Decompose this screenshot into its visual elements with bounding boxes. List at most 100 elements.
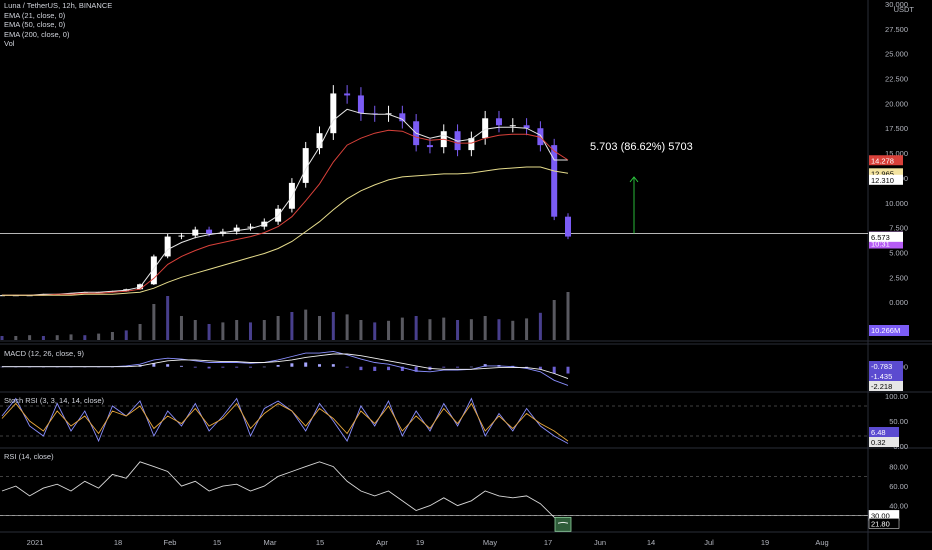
- volume-bar: [290, 312, 294, 340]
- volume-legend[interactable]: Vol: [4, 39, 15, 48]
- x-tick-label: 18: [114, 538, 122, 547]
- macd-histogram-bar: [359, 366, 363, 371]
- macd-histogram-bar: [525, 366, 529, 368]
- symbol-title[interactable]: Luna / TetherUS, 12h, BINANCE: [4, 1, 113, 10]
- volume-bar: [276, 316, 280, 340]
- rsi-tag-text: 30.00: [871, 511, 890, 520]
- ema-line-50: [2, 129, 569, 296]
- volume-bar: [359, 320, 363, 340]
- stoch-tag-text: 6.48: [871, 428, 886, 437]
- macd-histogram-bar: [262, 366, 266, 368]
- candle-body: [233, 227, 240, 232]
- ema200-legend[interactable]: EMA (200, close, 0): [4, 29, 70, 39]
- volume-bar: [55, 335, 59, 340]
- price-tag-text: 14.278: [871, 156, 894, 165]
- x-tick-label: May: [483, 538, 497, 547]
- volume-bar: [28, 335, 32, 340]
- macd-tag-text: -1.435: [871, 372, 892, 381]
- x-tick-label: 14: [647, 538, 655, 547]
- volume-bar: [248, 322, 252, 340]
- volume-bar: [525, 318, 529, 340]
- macd-histogram-bar: [235, 366, 239, 368]
- x-tick-label: 17: [544, 538, 552, 547]
- volume-bar: [442, 317, 446, 340]
- candle-body: [178, 235, 185, 237]
- candle-body: [357, 95, 364, 114]
- price-tick-label: 22.500: [885, 75, 908, 84]
- candle-body: [330, 93, 337, 134]
- macd-title[interactable]: MACD (12, 26, close, 9): [4, 349, 85, 358]
- macd-tag: [869, 381, 903, 391]
- macd-histogram-bar: [414, 366, 418, 372]
- price-tick-label: 15.000: [885, 149, 908, 158]
- volume-bar: [538, 312, 542, 340]
- macd-histogram-bar: [400, 366, 404, 371]
- candle-body: [551, 145, 558, 217]
- volume-bar: [469, 319, 473, 340]
- price-tag: [869, 238, 903, 249]
- price-tag-text: 6.573: [871, 233, 890, 242]
- price-tag-text: 12.310: [871, 176, 894, 185]
- volume-bar: [566, 292, 570, 340]
- macd-tag-text: -0.783: [871, 362, 892, 371]
- volume-tag: [869, 325, 909, 336]
- macd-histogram-bar: [442, 366, 446, 368]
- price-tag: [869, 168, 903, 179]
- candle-body: [468, 138, 475, 151]
- price-tick-label: 5.000: [889, 248, 908, 257]
- ema-line-200: [2, 166, 569, 296]
- volume-bar: [0, 336, 4, 340]
- price-tick-label: 27.500: [885, 25, 908, 34]
- macd-line-1: [2, 353, 569, 380]
- x-tick-label: 2021: [27, 538, 44, 547]
- x-tick-label: 19: [761, 538, 769, 547]
- price-tick-label: 0.000: [889, 298, 908, 307]
- macd-histogram-bar: [221, 366, 225, 368]
- stoch-line-1: [1, 402, 569, 442]
- volume-bar: [400, 317, 404, 340]
- price-tag: [869, 231, 903, 242]
- macd-histogram-bar: [456, 366, 460, 368]
- macd-histogram-bar: [207, 366, 211, 369]
- stoch-rsi-title[interactable]: Stoch RSI (3, 3, 14, 14, close): [4, 396, 105, 405]
- candle-body: [509, 125, 516, 127]
- candle-body: [495, 118, 502, 126]
- volume-bar: [318, 316, 322, 340]
- rsi-tag-text: 21.80: [871, 519, 890, 528]
- macd-histogram-bar: [152, 363, 156, 367]
- x-tick-label: Jun: [594, 538, 606, 547]
- price-tick-label: 20.000: [885, 99, 908, 108]
- macd-histogram-bar: [469, 366, 473, 368]
- volume-bar: [483, 316, 487, 340]
- macd-histogram-bar: [345, 366, 349, 368]
- volume-bar: [262, 320, 266, 340]
- volume-tag-text: 10.266M: [871, 326, 900, 335]
- volume-bar: [110, 332, 114, 340]
- macd-histogram-bar: [166, 364, 170, 367]
- ema21-legend[interactable]: EMA (21, close, 0): [4, 10, 66, 20]
- rsi-tick-label: 60.00: [889, 482, 908, 491]
- volume-bar: [235, 320, 239, 340]
- rsi-title[interactable]: RSI (14, close): [4, 452, 54, 461]
- candle-body: [192, 229, 199, 236]
- ema50-legend[interactable]: EMA (50, close, 0): [4, 20, 66, 29]
- volume-bar: [428, 319, 432, 340]
- stoch-line-0: [1, 397, 569, 444]
- volume-bar: [456, 320, 460, 340]
- volume-bar: [152, 304, 156, 340]
- volume-bar: [166, 296, 170, 340]
- candle-body: [426, 145, 433, 148]
- macd-histogram-bar: [387, 366, 391, 371]
- stoch-tick-label: 0.00: [893, 442, 908, 451]
- volume-bar: [552, 300, 556, 340]
- candle-body: [247, 226, 254, 228]
- volume-bar: [373, 322, 377, 340]
- candle-body: [537, 128, 544, 146]
- stoch-tag-text: 0.32: [871, 438, 886, 447]
- x-tick-label: Aug: [815, 538, 828, 547]
- volume-bar: [69, 334, 73, 340]
- stoch-tick-label: 100.00: [885, 392, 908, 401]
- candle-body: [482, 118, 489, 139]
- volume-bar: [497, 319, 501, 340]
